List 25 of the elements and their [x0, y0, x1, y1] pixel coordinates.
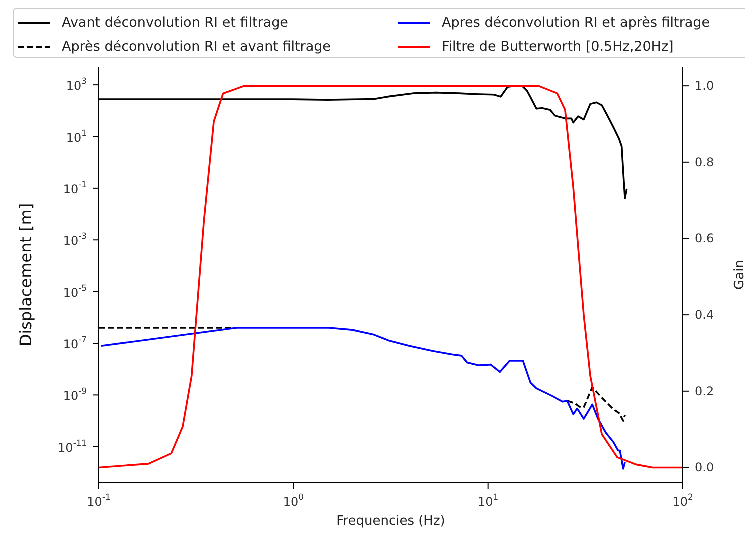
y-tick-label: 10$^{3}$ [66, 76, 87, 94]
y2-tick-label: 0.6 [695, 232, 714, 246]
y2-tick-label: 0.8 [695, 156, 714, 170]
x-tick-label: 10$^{0}$ [283, 492, 304, 510]
y-tick-label: 10$^{1}$ [66, 128, 87, 146]
y-tick-label: 10$^{-9}$ [63, 386, 87, 404]
y-tick-label: 10$^{-11}$ [58, 438, 87, 456]
x-tick-label: 10$^{1}$ [478, 492, 499, 510]
x-tick-label: 10$^{-1}$ [87, 492, 111, 510]
legend-label: Après déconvolution RI et avant filtrage [62, 39, 331, 55]
legend-label: Avant déconvolution RI et filtrage [62, 15, 288, 31]
y2-tick-label: 0.2 [695, 384, 714, 399]
y2-tick-label: 0.0 [695, 461, 714, 476]
y2-tick-label: 0.4 [695, 308, 714, 322]
legend-label: Apres déconvolution RI et après filtrage [442, 15, 710, 31]
y-tick-label: 10$^{-5}$ [63, 283, 87, 300]
y2-axis-title: Gain [732, 260, 745, 290]
y-tick-label: 10$^{-3}$ [63, 231, 87, 248]
legend-label: Filtre de Butterworth [0.5Hz,20Hz] [442, 39, 674, 55]
x-tick-label: 10$^{2}$ [672, 492, 694, 510]
y-tick-label: 10$^{-1}$ [63, 180, 87, 197]
x-axis-title: Frequencies (Hz) [336, 514, 446, 529]
y-tick-label: 10$^{-7}$ [63, 334, 87, 352]
y2-tick-label: 1.0 [695, 79, 714, 94]
y-axis-title: Displacement [m] [16, 203, 36, 347]
